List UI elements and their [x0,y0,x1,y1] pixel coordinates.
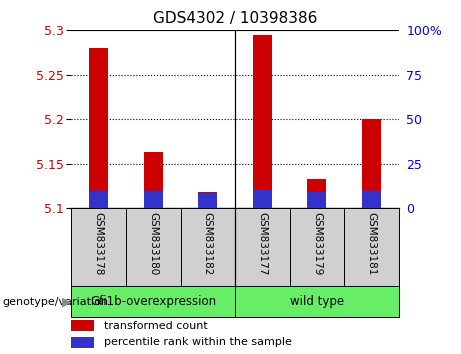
Bar [71,286,235,317]
Bar [89,190,108,209]
Bar [71,209,126,286]
Text: GSM833181: GSM833181 [366,212,377,276]
Text: GSM833177: GSM833177 [257,212,267,276]
Text: wild type: wild type [290,295,344,308]
Bar [344,209,399,286]
Bar [362,192,381,209]
Bar [290,209,344,286]
Text: GSM833180: GSM833180 [148,212,158,275]
Bar [307,192,326,209]
Text: GSM833179: GSM833179 [312,212,322,276]
Bar [71,320,95,331]
Bar [253,35,272,209]
Bar [181,209,235,286]
Bar [307,179,326,209]
Bar [144,152,163,209]
Text: GSM833182: GSM833182 [203,212,213,276]
Text: percentile rank within the sample: percentile rank within the sample [104,337,292,347]
Text: genotype/variation: genotype/variation [2,297,108,307]
Bar [198,193,218,209]
Bar [144,190,163,209]
Title: GDS4302 / 10398386: GDS4302 / 10398386 [153,11,317,26]
Text: ▶: ▶ [62,295,72,308]
Bar [198,192,218,209]
Text: GSM833178: GSM833178 [94,212,104,276]
Bar [126,209,181,286]
Bar [71,337,95,348]
Bar [89,48,108,209]
Bar [253,190,272,209]
Text: Gfi1b-overexpression: Gfi1b-overexpression [90,295,216,308]
Bar [235,209,290,286]
Text: transformed count: transformed count [104,321,208,331]
Bar [362,119,381,209]
Bar [235,286,399,317]
